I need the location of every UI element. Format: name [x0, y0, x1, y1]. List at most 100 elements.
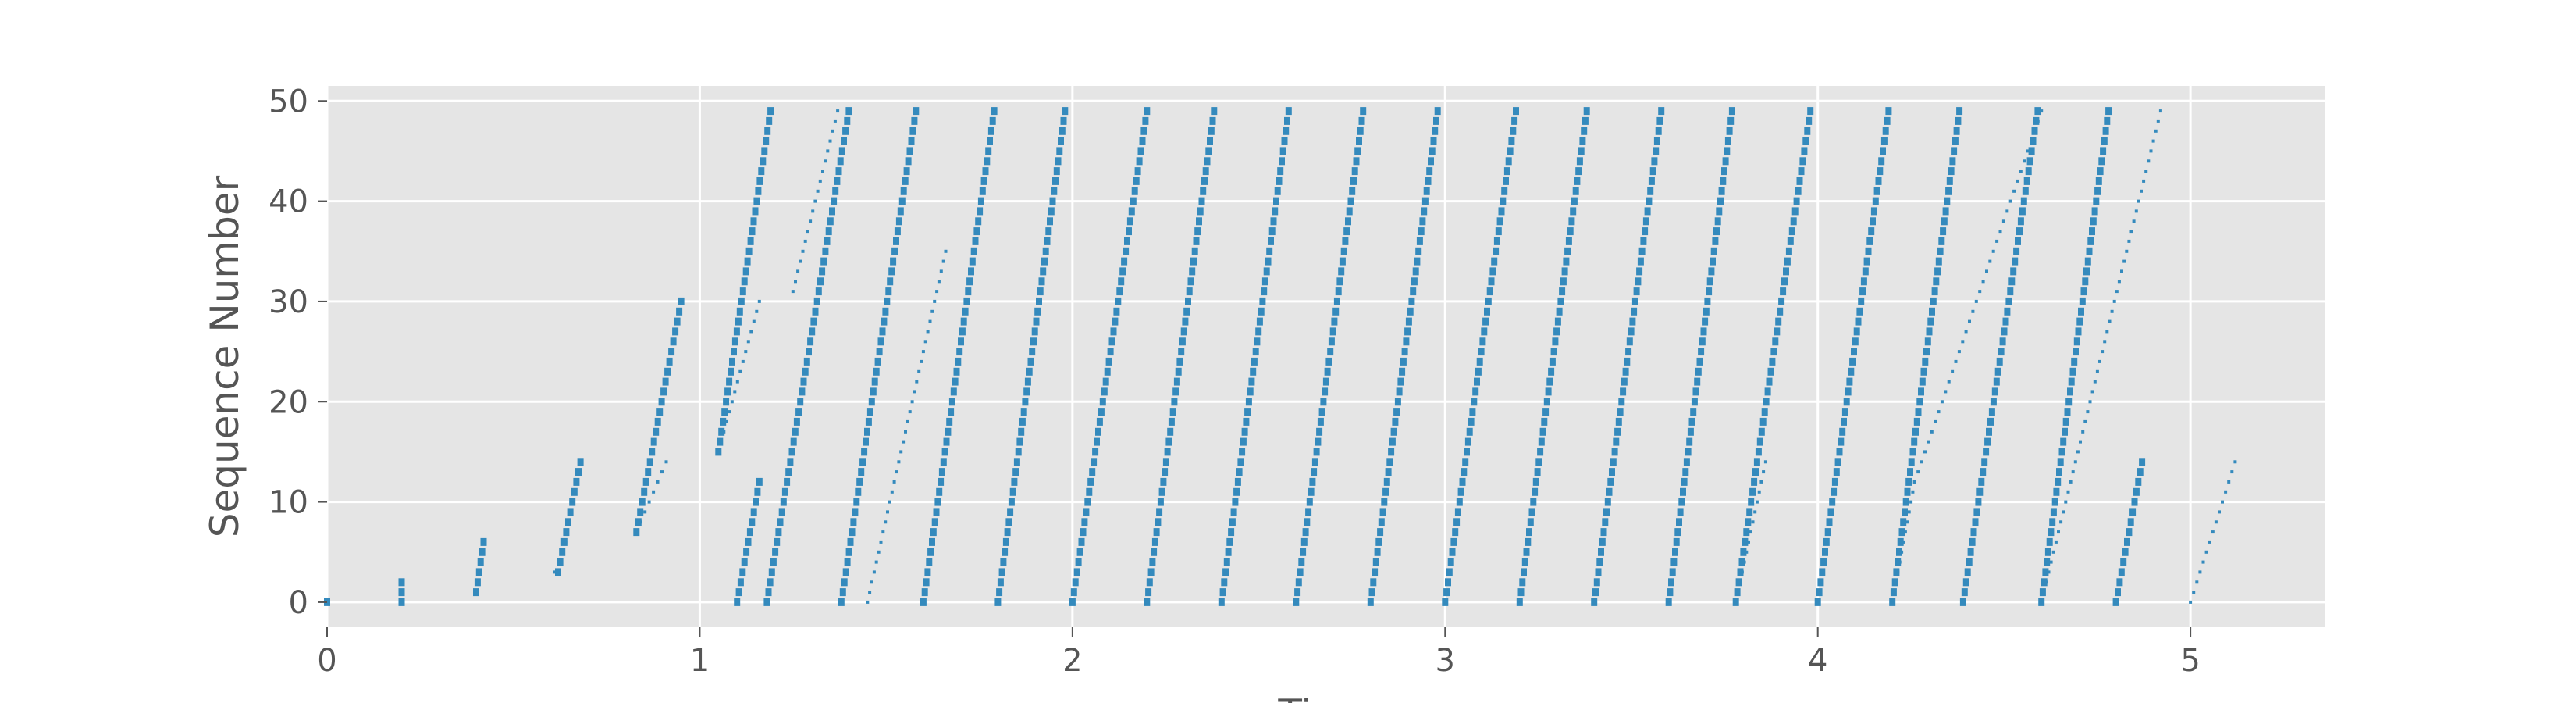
sequence-point — [958, 337, 964, 346]
sequence-point — [2058, 448, 2065, 456]
sequence-point — [1277, 167, 1284, 176]
sequence-point — [758, 167, 765, 176]
sequence-point — [2090, 217, 2097, 226]
sequence-point — [810, 317, 817, 326]
sequence-point — [948, 398, 955, 406]
sequence-point — [1916, 470, 1920, 474]
sequence-point — [1230, 508, 1237, 516]
sequence-point — [2004, 307, 2011, 316]
sequence-point — [1517, 588, 1525, 597]
sequence-point — [1516, 598, 1523, 606]
sequence-point — [1113, 307, 1120, 316]
sequence-point — [920, 359, 923, 363]
sequence-point — [937, 280, 941, 284]
sequence-point — [1353, 157, 1360, 166]
sequence-point — [829, 207, 835, 216]
sequence-point — [933, 508, 940, 516]
sequence-point — [739, 287, 746, 296]
sequence-point — [1197, 207, 1204, 216]
sequence-point — [2083, 267, 2090, 276]
sequence-point — [1530, 498, 1537, 506]
sequence-point — [2144, 170, 2148, 173]
sequence-point — [1335, 287, 1342, 296]
sequence-point — [1382, 487, 1389, 496]
sequence-point — [763, 598, 770, 606]
sequence-point — [1564, 247, 1571, 255]
sequence-point — [1030, 337, 1037, 346]
sequence-point — [1023, 387, 1030, 396]
sequence-point — [1198, 197, 1205, 205]
sequence-point — [966, 277, 973, 286]
sequence-point — [799, 259, 802, 263]
sequence-point — [1237, 458, 1244, 466]
sequence-point — [1469, 408, 1476, 416]
sequence-point — [1268, 237, 1274, 245]
sequence-point — [908, 137, 915, 145]
sequence-point — [1320, 398, 1327, 406]
sequence-point — [1599, 537, 1606, 546]
sequence-point — [1116, 287, 1123, 296]
sequence-point — [902, 177, 909, 185]
sequence-point — [1378, 518, 1385, 526]
sequence-point — [1236, 468, 1243, 476]
sequence-point — [1056, 147, 1063, 155]
sequence-point — [1007, 508, 1014, 516]
sequence-point — [842, 127, 849, 135]
sequence-point — [755, 309, 759, 313]
sequence-point — [1084, 498, 1091, 506]
sequence-point — [1119, 267, 1126, 276]
sequence-point — [1852, 337, 1859, 346]
sequence-point — [2040, 109, 2044, 113]
sequence-point — [2055, 477, 2062, 486]
sequence-point — [2066, 490, 2070, 494]
sequence-point — [826, 149, 830, 153]
sequence-point — [1912, 480, 1916, 484]
sequence-point — [1293, 598, 1300, 606]
sequence-point — [1104, 367, 1111, 376]
sequence-point — [997, 578, 1004, 587]
sequence-point — [1969, 537, 1976, 546]
sequence-point — [1034, 307, 1041, 316]
sequence-point — [1764, 387, 1771, 396]
sequence-point — [1995, 239, 1999, 243]
sequence-point — [1226, 537, 1233, 546]
sequence-point — [1572, 187, 1579, 195]
sequence-point — [1878, 157, 1885, 166]
sequence-point — [1038, 277, 1045, 286]
sequence-point — [2137, 199, 2140, 203]
sequence-point — [1839, 427, 1846, 436]
sequence-point — [825, 227, 832, 236]
sequence-point — [1019, 417, 1026, 426]
sequence-point — [1853, 327, 1860, 336]
sequence-point — [888, 267, 895, 276]
sequence-point — [1990, 398, 1997, 406]
sequence-point — [2189, 600, 2193, 604]
sequence-point — [398, 588, 405, 597]
sequence-point — [2097, 167, 2104, 176]
sequence-point — [1503, 167, 1510, 176]
sequence-point — [1428, 157, 1434, 166]
sequence-point — [1388, 448, 1395, 456]
sequence-point — [743, 548, 750, 556]
sequence-point — [749, 518, 756, 526]
sequence-point — [877, 337, 884, 346]
sequence-point — [1694, 377, 1701, 386]
sequence-point — [991, 107, 998, 116]
sequence-point — [563, 528, 570, 537]
sequence-point — [2117, 280, 2121, 284]
sequence-point — [2071, 470, 2075, 474]
sequence-point — [1386, 458, 1393, 466]
sequence-point — [2108, 319, 2112, 323]
sequence-point — [844, 558, 851, 566]
sequence-point — [1333, 297, 1340, 305]
sequence-point — [1073, 568, 1080, 576]
sequence-point — [1317, 417, 1324, 426]
sequence-point — [1827, 508, 1834, 516]
sequence-point — [2016, 179, 2019, 183]
sequence-point — [1223, 558, 1230, 566]
sequence-point — [1414, 257, 1421, 266]
sequence-point — [1185, 297, 1191, 305]
sequence-point — [1554, 317, 1561, 326]
sequence-point — [1498, 207, 1505, 216]
sequence-point — [557, 560, 560, 564]
